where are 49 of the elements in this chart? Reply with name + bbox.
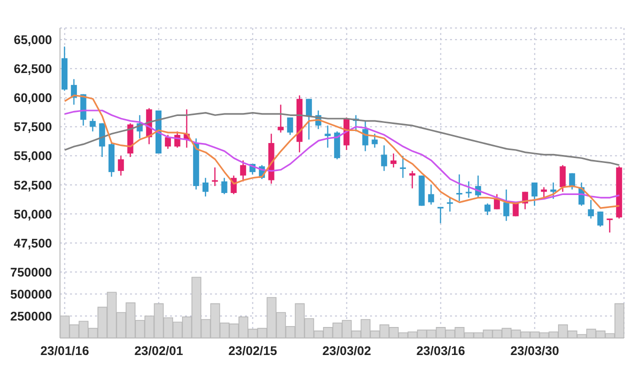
y-tick-label: 750000 xyxy=(10,265,52,280)
candlestick xyxy=(212,166,218,187)
y-tick-label: 55,000 xyxy=(14,149,52,164)
y-tick-label: 65,000 xyxy=(14,33,52,48)
candlestick xyxy=(90,118,96,132)
candlestick xyxy=(372,133,378,148)
candlestick xyxy=(428,184,434,206)
y-tick-label: 47,500 xyxy=(14,236,52,250)
candlestick xyxy=(221,177,228,195)
y-tick-label: 50,000 xyxy=(14,207,52,222)
candlestick xyxy=(438,206,444,224)
x-tick-label: 23/03/30 xyxy=(510,344,560,358)
x-tick-label: 23/03/16 xyxy=(416,344,466,358)
candlestick xyxy=(306,98,312,140)
x-tick-label: 23/01/16 xyxy=(40,344,90,358)
x-tick-label: 23/02/01 xyxy=(134,344,184,358)
candlestick xyxy=(390,152,397,168)
candlestick xyxy=(606,218,613,234)
x-tick-label: 23/02/15 xyxy=(228,344,278,358)
candlestick xyxy=(550,182,556,200)
x-tick-label: 23/03/02 xyxy=(322,344,372,358)
candlestick xyxy=(597,210,604,228)
y-tick-label: 60,000 xyxy=(14,91,52,106)
candlestick xyxy=(409,170,416,189)
candlestick xyxy=(99,122,106,158)
y-tick-label: 500000 xyxy=(10,287,52,302)
candlestick xyxy=(324,125,331,148)
candlestick xyxy=(202,177,209,198)
candlestick xyxy=(287,116,294,136)
candlestick xyxy=(400,155,406,178)
candlestick xyxy=(532,182,538,206)
candlestick xyxy=(118,155,124,176)
candlestick xyxy=(240,160,246,182)
candlestick xyxy=(560,164,566,192)
candlestick xyxy=(456,174,462,202)
y-tick-label: 52,500 xyxy=(14,178,52,192)
candlestick xyxy=(446,197,453,212)
candlestick xyxy=(362,120,368,152)
candlestick xyxy=(164,134,171,150)
y-tick-label: 57,500 xyxy=(14,120,52,134)
candlestick xyxy=(503,188,510,222)
candlestick xyxy=(484,202,491,216)
candlestick xyxy=(588,199,594,220)
candlestick xyxy=(381,144,388,172)
y-tick-label: 62,500 xyxy=(14,62,52,76)
candlestick xyxy=(466,180,472,198)
candlestick xyxy=(569,172,576,190)
candlestick xyxy=(494,194,500,210)
y-tick-label: 250000 xyxy=(10,309,52,324)
